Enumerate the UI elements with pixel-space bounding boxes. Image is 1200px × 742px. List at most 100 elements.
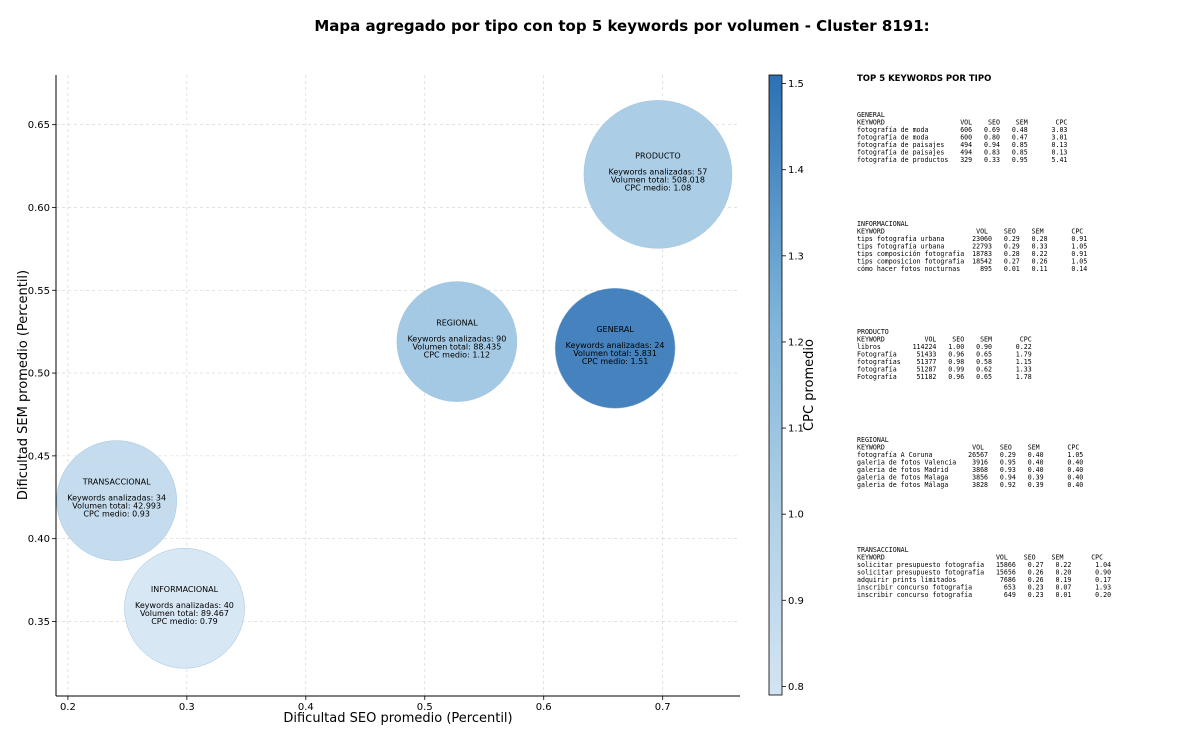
keyword-block-title: REGIONAL [857, 436, 889, 444]
y-ticks: 0.35 0.40 0.45 0.50 0.55 0.60 0.65 [28, 120, 56, 628]
keyword-row: solicitar presupuesto fotografia 15866 0… [857, 561, 1111, 569]
keyword-row: tips fotografia urbana 23060 0.29 0.28 0… [857, 235, 1087, 243]
keyword-row: tips fotografía urbana 22793 0.29 0.33 1… [857, 243, 1087, 251]
keyword-row: galeria de fotos Málaga 3828 0.92 0.39 0… [857, 481, 1083, 489]
y-tick-label: 0.55 [28, 286, 50, 297]
bubble-label-volume-label: Volumen total: 89.467 [140, 609, 229, 618]
colorbar-label: CPC promedio [802, 339, 817, 431]
keyword-row: inscribir concurso fotografia 653 0.23 0… [857, 584, 1111, 592]
bubble-transaccional: TRANSACCIONAL Keywords analizadas: 34Volu… [56, 440, 177, 561]
colorbar-tick-label: 0.8 [788, 682, 804, 693]
keyword-row: Fotografía 51433 0.96 0.65 1.79 [857, 351, 1032, 359]
bubble-label-volume-label: Volumen total: 88.435 [412, 343, 501, 352]
x-axis-label: Dificultad SEO promedio (Percentil) [283, 711, 512, 726]
colorbar-tick-label: 1.1 [788, 424, 804, 435]
bubble-label-volume-label: Volumen total: 508.018 [611, 175, 705, 184]
bubble-circle [583, 100, 733, 249]
bubble-label-keywords-label: Keywords analizadas: 90 [407, 335, 506, 344]
bubble-label-keywords-label: Keywords analizadas: 34 [67, 494, 166, 503]
bubble-label-name: GENERAL [596, 325, 634, 334]
colorbar-tick-label: 1.4 [788, 165, 804, 176]
colorbar-tick-label: 0.9 [788, 596, 804, 607]
x-tick-label: 0.3 [179, 702, 195, 713]
keyword-row: fotografía de productos 329 0.33 0.95 5.… [857, 156, 1067, 164]
keyword-row: solicitar presupuesto fotografía 15656 0… [857, 569, 1111, 577]
keyword-row: fotografía 51287 0.99 0.62 1.33 [857, 366, 1032, 374]
keyword-row: libros 114224 1.00 0.90 0.22 [857, 343, 1032, 351]
keyword-row: cómo hacer fotos nocturnas 895 0.01 0.11… [857, 265, 1087, 273]
x-tick-label: 0.7 [655, 702, 671, 713]
keyword-block-header: KEYWORD VOL SEO SEM CPC [857, 336, 1032, 344]
colorbar [768, 74, 783, 696]
y-tick-label: 0.50 [28, 369, 50, 380]
keyword-row: galeria de fotos Madrid 3868 0.93 0.40 0… [857, 466, 1083, 474]
colorbar-tick-label: 1.3 [788, 251, 804, 262]
keyword-block-title: INFORMACIONAL [857, 220, 909, 228]
x-tick-label: 0.2 [60, 702, 76, 713]
bubble-circle [396, 281, 518, 402]
keyword-row: Fotografía 51182 0.96 0.65 1.78 [857, 373, 1032, 381]
keyword-block-title: PRODUCTO [857, 328, 889, 336]
bubble-label-keywords-label: Keywords analizadas: 57 [608, 167, 707, 176]
keyword-row: tips composición fotografía 18783 0.28 0… [857, 250, 1087, 258]
bubble-circle [554, 287, 676, 409]
x-tick-label: 0.4 [298, 702, 314, 713]
keyword-row: fotografía de moda 600 0.80 0.47 3.01 [857, 134, 1067, 142]
keyword-row: galeria de fotos Valencia 3916 0.95 0.40… [857, 459, 1083, 467]
keyword-block-header: KEYWORD VOL SEO SEM CPC [857, 119, 1067, 127]
bubble-informacional: INFORMACIONAL Keywords analizadas: 40Volu… [124, 547, 245, 669]
keyword-block-header: KEYWORD VOL SEO SEM CPC [857, 554, 1103, 562]
keyword-row: adquirir prints limitados 7686 0.26 0.19… [857, 576, 1111, 584]
keyword-row: fotografías 51377 0.98 0.58 1.15 [857, 358, 1032, 366]
keyword-row: fotografía de paisajes 494 0.94 0.85 0.1… [857, 141, 1067, 149]
bubble-label-name: INFORMACIONAL [151, 585, 219, 594]
bubble-label-cpc-label: CPC medio: 1.51 [582, 357, 649, 366]
keyword-row: galeria de fotos Malaga 3856 0.94 0.39 0… [857, 474, 1083, 482]
bubble-label-name: PRODUCTO [635, 151, 680, 160]
bubble-circle [56, 440, 177, 561]
bubble-circle [124, 547, 245, 669]
bubble-label-keywords-label: Keywords analizadas: 40 [135, 601, 234, 610]
bubble-label-name: TRANSACCIONAL [82, 478, 151, 487]
keyword-block-title: TRANSACCIONAL [857, 546, 909, 554]
colorbar-tick-label: 1.5 [788, 79, 804, 90]
chart-title: Mapa agregado por tipo con top 5 keyword… [314, 17, 929, 35]
side-panel-heading: TOP 5 KEYWORDS POR TIPO [857, 74, 991, 84]
bubble-label-keywords-label: Keywords analizadas: 24 [566, 341, 665, 350]
colorbar-tick-label: 1.2 [788, 337, 804, 348]
bubble-label-volume-label: Volumen total: 42.993 [72, 502, 161, 511]
keyword-row: fotografía A Coruna 26567 0.29 0.40 1.05 [857, 451, 1083, 459]
y-tick-label: 0.35 [28, 617, 50, 628]
bubble-label-volume-label: Volumen total: 5.831 [573, 349, 657, 358]
y-tick-label: 0.60 [28, 203, 50, 214]
x-ticks: 0.2 0.3 0.4 0.5 0.6 0.7 [60, 696, 671, 713]
keyword-block-title: GENERAL [857, 111, 885, 119]
bubble-label-cpc-label: CPC medio: 0.93 [83, 510, 150, 519]
x-tick-label: 0.5 [417, 702, 433, 713]
colorbar-ticks: 0.8 0.9 1.0 1.1 1.2 1.3 1.4 1.5 [782, 79, 804, 693]
keyword-row: fotografía de paisajes 494 0.83 0.85 0.1… [857, 149, 1067, 157]
keyword-row: inscribir concurso fotografía 649 0.23 0… [857, 591, 1111, 599]
bubble-label-name: REGIONAL [436, 319, 478, 328]
colorbar-tick-label: 1.0 [788, 510, 804, 521]
bubble-label-cpc-label: CPC medio: 1.12 [424, 351, 491, 360]
bubble-label-cpc-label: CPC medio: 1.08 [625, 183, 692, 192]
keyword-row: fotografía de moda 606 0.69 0.48 3.03 [857, 126, 1067, 134]
keyword-row: tips composicion fotografia 18542 0.27 0… [857, 258, 1087, 266]
y-tick-label: 0.45 [28, 451, 50, 462]
y-tick-label: 0.65 [28, 120, 50, 131]
y-tick-label: 0.40 [28, 534, 50, 545]
keyword-block-header: KEYWORD VOL SEO SEM CPC [857, 228, 1083, 236]
bubble-label-cpc-label: CPC medio: 0.79 [151, 617, 218, 626]
